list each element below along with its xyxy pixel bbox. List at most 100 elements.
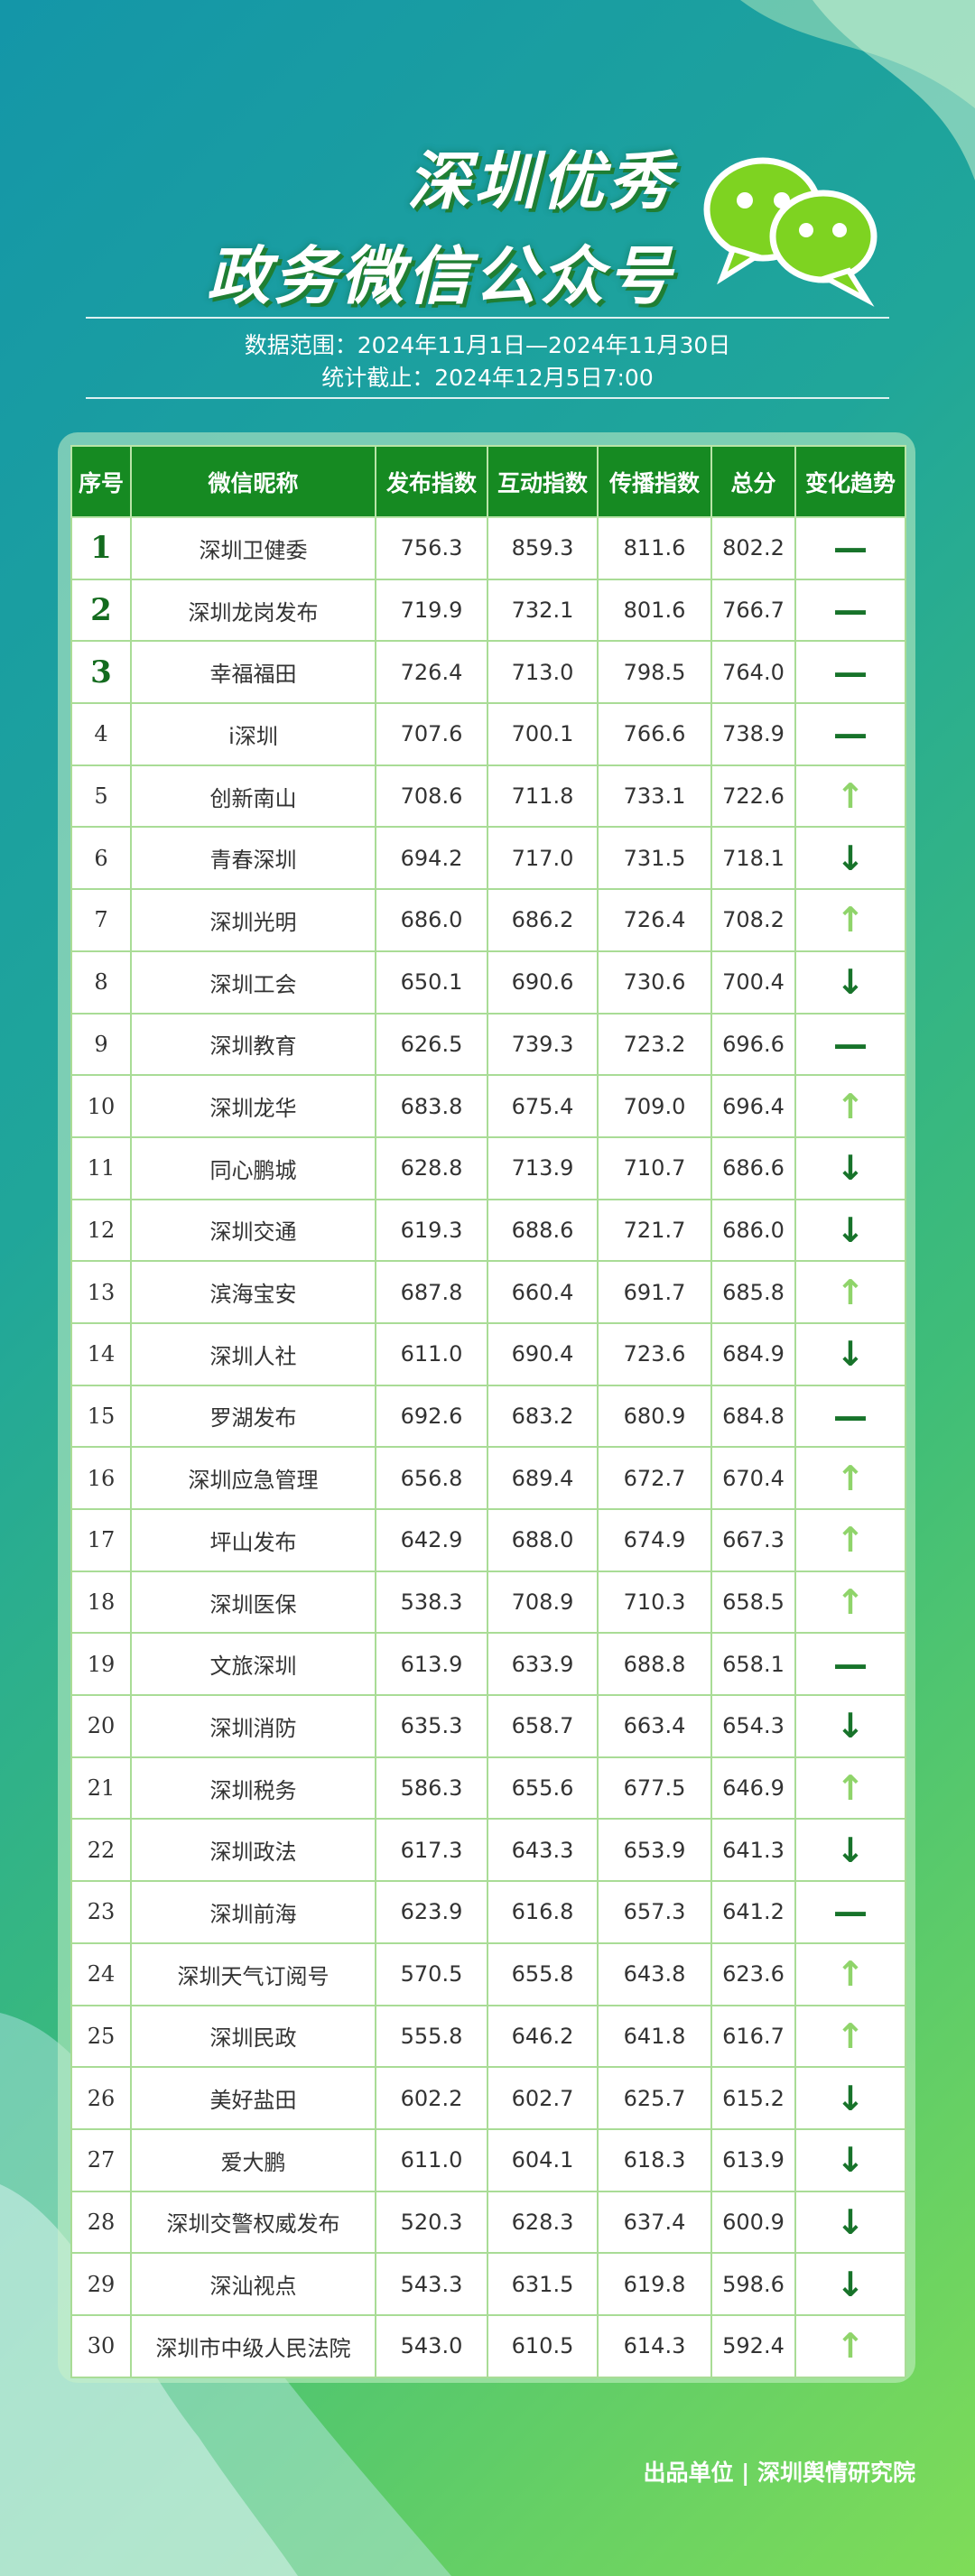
- score: 691.7: [597, 1260, 712, 1324]
- score: 654.3: [710, 1694, 796, 1758]
- score: 677.5: [597, 1756, 712, 1821]
- score: 710.3: [597, 1570, 712, 1635]
- score: 688.8: [597, 1632, 712, 1697]
- score: 646.9: [710, 1756, 796, 1821]
- rank: 12: [70, 1198, 132, 1263]
- trend: —: [794, 1012, 906, 1077]
- score: 658.1: [710, 1632, 796, 1697]
- score: 731.5: [597, 826, 712, 891]
- score: 733.1: [597, 764, 712, 829]
- score: 756.3: [375, 516, 488, 580]
- score: 631.5: [487, 2252, 599, 2316]
- account-name: 深圳龙岗发布: [130, 578, 376, 643]
- score: 684.9: [710, 1321, 796, 1386]
- rank: 30: [70, 2313, 132, 2378]
- account-name: 深圳龙华: [130, 1074, 376, 1138]
- table-row: 2 深圳龙岗发布 719.9 732.1 801.6 766.7—: [70, 578, 906, 643]
- score: 570.5: [375, 1941, 488, 2006]
- account-name: 深圳工会: [130, 950, 376, 1015]
- score: 683.8: [375, 1074, 488, 1138]
- table-row: 7 深圳光明 686.0 686.2 726.4 708.2 ↑: [70, 888, 906, 952]
- score: 859.3: [487, 516, 599, 580]
- rank: 11: [70, 1135, 132, 1200]
- account-name: 深圳应急管理: [130, 1446, 376, 1510]
- score: 619.8: [597, 2252, 712, 2316]
- score: 685.8: [710, 1260, 796, 1324]
- trend: ↓: [794, 1694, 906, 1758]
- score: 641.2: [710, 1880, 796, 1944]
- header-cell: 互动指数: [487, 445, 599, 518]
- account-name: 深圳人社: [130, 1321, 376, 1386]
- score: 667.3: [710, 1508, 796, 1572]
- score: 687.8: [375, 1260, 488, 1324]
- header-cell: 发布指数: [375, 445, 488, 518]
- score: 656.8: [375, 1446, 488, 1510]
- account-name: 深圳光明: [130, 888, 376, 952]
- score: 625.7: [597, 2066, 712, 2130]
- table-row: 20 深圳消防 635.3 658.7 663.4 654.3 ↓: [70, 1694, 906, 1758]
- score: 675.4: [487, 1074, 599, 1138]
- rank: 23: [70, 1880, 132, 1944]
- table-row: 1 深圳卫健委 756.3 859.3 811.6 802.2—: [70, 516, 906, 580]
- cutoff: 统计截止：2024年12月5日7:00: [321, 365, 654, 391]
- table-row: 28 深圳交警权威发布 520.3 628.3 637.4 600.9 ↓: [70, 2190, 906, 2255]
- rank: 14: [70, 1321, 132, 1386]
- score: 658.7: [487, 1694, 599, 1758]
- score: 614.3: [597, 2313, 712, 2378]
- rank: 18: [70, 1570, 132, 1635]
- table-row: 26 美好盐田 602.2 602.7 625.7 615.2 ↓: [70, 2066, 906, 2130]
- score: 766.6: [597, 702, 712, 766]
- account-name: 深圳交通: [130, 1198, 376, 1263]
- table-row: 9 深圳教育 626.5 739.3 723.2 696.6—: [70, 1012, 906, 1077]
- score: 586.3: [375, 1756, 488, 1821]
- score: 696.4: [710, 1074, 796, 1138]
- rank: 24: [70, 1941, 132, 2006]
- rank: 28: [70, 2190, 132, 2255]
- header-cell: 微信昵称: [130, 445, 376, 518]
- account-name: 文旅深圳: [130, 1632, 376, 1697]
- table-row: 23 深圳前海 623.9 616.8 657.3 641.2—: [70, 1880, 906, 1944]
- score: 663.4: [597, 1694, 712, 1758]
- account-name: 同心鹏城: [130, 1135, 376, 1200]
- trend: —: [794, 640, 906, 705]
- score: 610.5: [487, 2313, 599, 2378]
- account-name: 幸福福田: [130, 640, 376, 705]
- rank: 10: [70, 1074, 132, 1138]
- rank: 29: [70, 2252, 132, 2316]
- account-name: 深圳医保: [130, 1570, 376, 1635]
- score: 643.3: [487, 1818, 599, 1883]
- score: 717.0: [487, 826, 599, 891]
- score: 684.8: [710, 1384, 796, 1449]
- title-line: 深圳优秀: [407, 144, 674, 218]
- score: 628.3: [487, 2190, 599, 2255]
- trend: ↑: [794, 2004, 906, 2069]
- score: 592.4: [710, 2313, 796, 2378]
- rank: 22: [70, 1818, 132, 1883]
- table-row: 21 深圳税务 586.3 655.6 677.5 646.9 ↑: [70, 1756, 906, 1821]
- score: 643.8: [597, 1941, 712, 2006]
- score: 611.0: [375, 2127, 488, 2192]
- trend: ↓: [794, 2190, 906, 2255]
- trend: —: [794, 702, 906, 766]
- score: 689.4: [487, 1446, 599, 1510]
- table-row: 13 滨海宝安 687.8 660.4 691.7 685.8 ↑: [70, 1260, 906, 1324]
- table-row: 18 深圳医保 538.3 708.9 710.3 658.5 ↑: [70, 1570, 906, 1635]
- trend: ↑: [794, 2313, 906, 2378]
- score: 718.1: [710, 826, 796, 891]
- header-row: 序号 微信昵称 发布指数 互动指数 传播指数 总分 变化趋势: [70, 445, 906, 518]
- account-name: 深汕视点: [130, 2252, 376, 2316]
- score: 683.2: [487, 1384, 599, 1449]
- ranking-table: 序号 微信昵称 发布指数 互动指数 传播指数 总分 变化趋势 1 深圳卫健委 756.3 859.…: [70, 445, 906, 2378]
- score: 680.9: [597, 1384, 712, 1449]
- rank: 8: [70, 950, 132, 1015]
- score: 670.4: [710, 1446, 796, 1510]
- score: 613.9: [375, 1632, 488, 1697]
- table-row: 16 深圳应急管理 656.8 689.4 672.7 670.4 ↑: [70, 1446, 906, 1510]
- score: 623.6: [710, 1941, 796, 2006]
- rank: 6: [70, 826, 132, 891]
- score: 604.1: [487, 2127, 599, 2192]
- score: 616.8: [487, 1880, 599, 1944]
- score: 700.1: [487, 702, 599, 766]
- score: 642.9: [375, 1508, 488, 1572]
